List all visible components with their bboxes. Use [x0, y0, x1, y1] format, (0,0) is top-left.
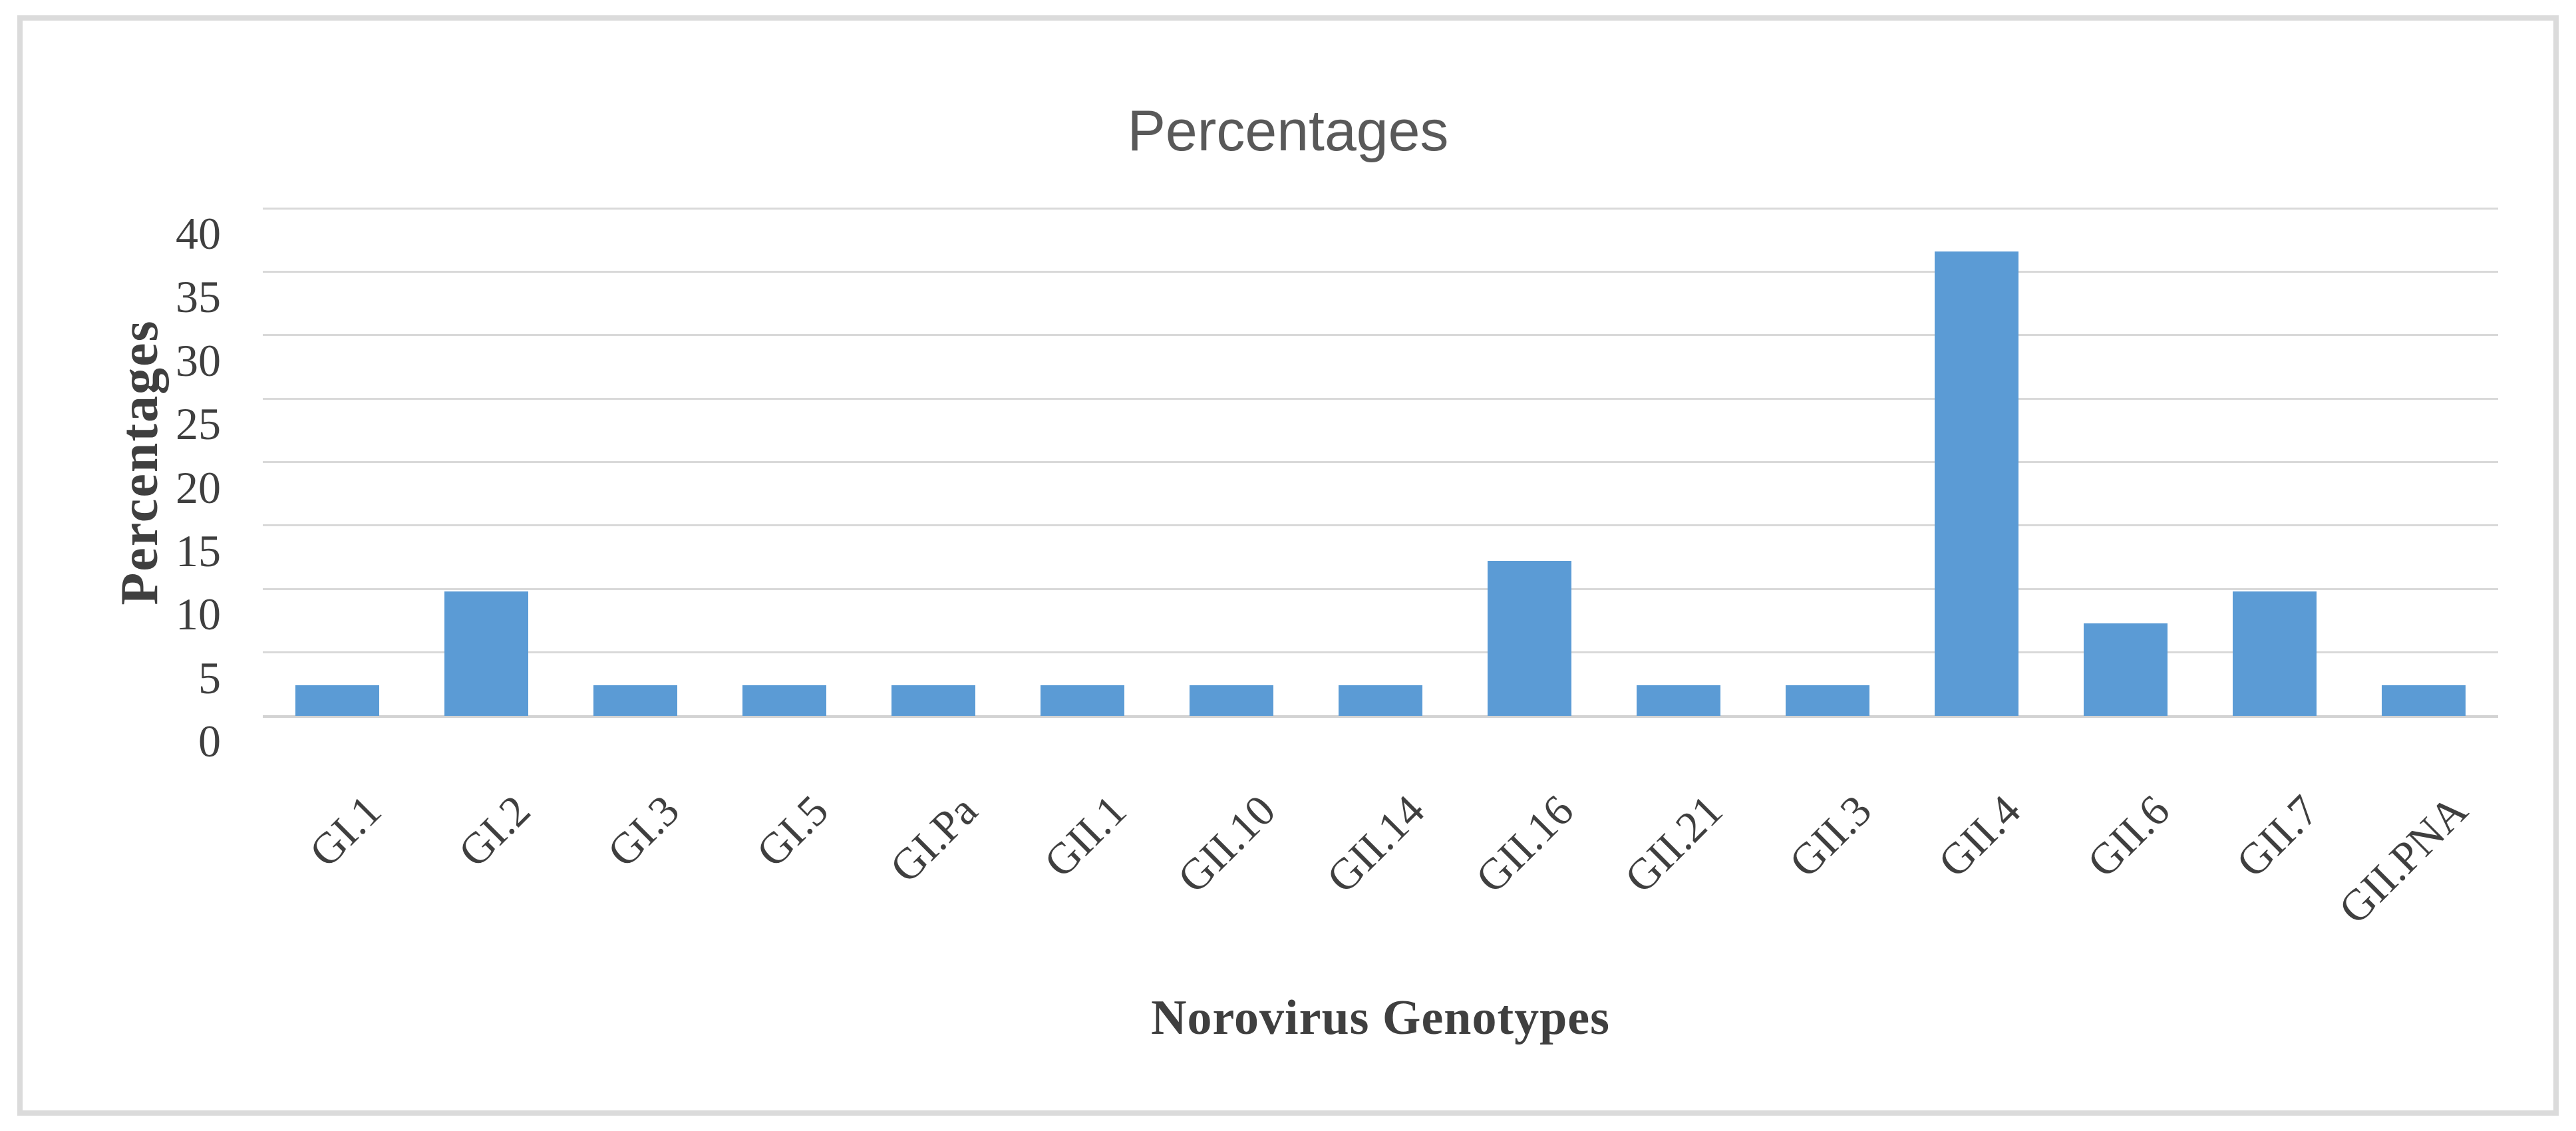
x-category-label: GII.7 — [2227, 786, 2329, 887]
x-category-label: GI.Pa — [880, 786, 987, 892]
x-axis-title: Norovirus Genotypes — [1151, 991, 1610, 1045]
y-axis-title: Percentages — [110, 319, 169, 605]
x-category-label: GI.3 — [598, 786, 689, 877]
bar-GII.PNA — [2382, 685, 2466, 716]
x-category-label: GII.14 — [1317, 786, 1434, 903]
x-category-label: GI.2 — [449, 786, 540, 877]
x-category-label: GII.16 — [1466, 786, 1583, 903]
x-category-label: GII.6 — [2078, 786, 2179, 887]
bar-GI.Pa — [891, 685, 975, 716]
chart-title: Percentages — [1127, 99, 1449, 163]
bar-GII.7 — [2233, 591, 2317, 716]
gridline — [263, 397, 2498, 400]
bar-GII.10 — [1190, 685, 1273, 716]
bar-GII.21 — [1637, 685, 1720, 716]
x-category-label: GII.1 — [1035, 786, 1136, 887]
x-category-label: GI.1 — [300, 786, 391, 877]
x-category-label: GII.4 — [1929, 786, 2030, 887]
bar-GII.16 — [1488, 561, 1571, 716]
bar-GI.3 — [593, 685, 677, 716]
gridline — [263, 651, 2498, 654]
bar-GII.4 — [1935, 251, 2018, 716]
gridline — [263, 461, 2498, 463]
bar-GI.1 — [295, 685, 379, 716]
bar-GII.6 — [2084, 623, 2168, 716]
bar-GI.2 — [444, 591, 528, 716]
bar-GI.5 — [742, 685, 826, 716]
y-tick-label: 35 — [176, 271, 221, 323]
bar-GII.14 — [1339, 685, 1422, 716]
y-tick-label: 10 — [176, 589, 221, 640]
y-tick-label: 30 — [176, 335, 221, 386]
gridline — [263, 207, 2498, 210]
gridline — [263, 524, 2498, 527]
gridline — [263, 334, 2498, 337]
bar-GII.3 — [1786, 685, 1869, 716]
y-tick-label: 25 — [176, 399, 221, 450]
x-category-label: GII.21 — [1615, 786, 1732, 903]
y-tick-label: 20 — [176, 462, 221, 513]
y-tick-label: 15 — [176, 525, 221, 576]
x-category-label: GII.10 — [1168, 786, 1285, 903]
gridline — [263, 587, 2498, 590]
x-category-label: GII.PNA — [2329, 786, 2478, 934]
x-category-label: GI.5 — [747, 786, 838, 877]
gridline — [263, 270, 2498, 273]
bar-GII.1 — [1041, 685, 1124, 716]
y-tick-label: 0 — [198, 716, 221, 766]
x-category-label: GII.3 — [1780, 786, 1881, 887]
chart-border — [17, 15, 2559, 1116]
x-axis-line — [263, 715, 2498, 718]
y-tick-label: 5 — [198, 652, 221, 703]
y-tick-label: 40 — [176, 208, 221, 259]
